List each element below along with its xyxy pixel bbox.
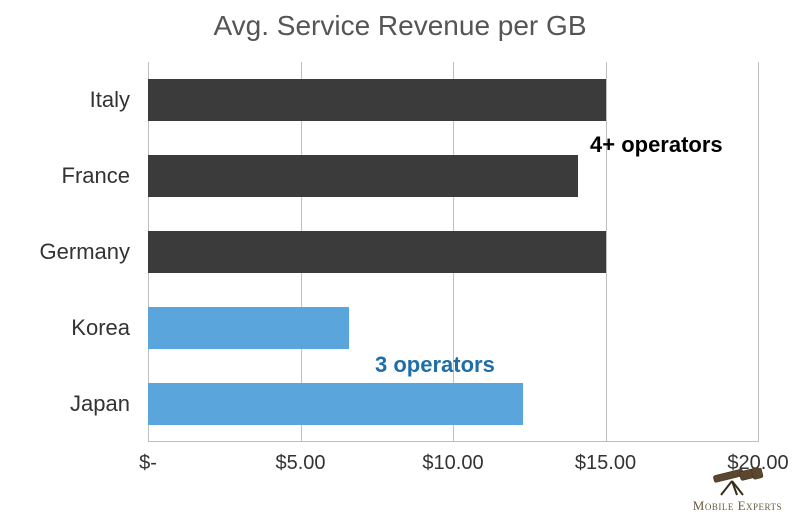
x-label: $10.00 — [422, 452, 483, 475]
x-axis-line — [148, 441, 758, 442]
bar-korea — [148, 307, 349, 349]
bar-italy — [148, 79, 606, 121]
gridline — [606, 62, 607, 442]
x-label: $- — [139, 452, 157, 475]
y-label-italy: Italy — [0, 87, 130, 113]
bar-germany — [148, 231, 606, 273]
y-label-japan: Japan — [0, 391, 130, 417]
gridline — [758, 62, 759, 442]
bar-japan — [148, 383, 523, 425]
chart-frame: Avg. Service Revenue per GB Italy France G… — [0, 0, 800, 522]
branding: Mobile Experts — [693, 468, 782, 514]
bar-france — [148, 155, 578, 197]
x-label: $5.00 — [275, 452, 325, 475]
x-label: $15.00 — [575, 452, 636, 475]
chart-title: Avg. Service Revenue per GB — [0, 10, 800, 42]
annotation-1: 3 operators — [375, 352, 495, 378]
y-label-germany: Germany — [0, 239, 130, 265]
y-label-korea: Korea — [0, 315, 130, 341]
branding-label: Mobile Experts — [693, 498, 782, 514]
plot-inner — [148, 62, 758, 442]
y-label-france: France — [0, 163, 130, 189]
telescope-icon — [707, 468, 767, 496]
annotation-0: 4+ operators — [590, 132, 723, 158]
plot-area — [148, 62, 758, 442]
